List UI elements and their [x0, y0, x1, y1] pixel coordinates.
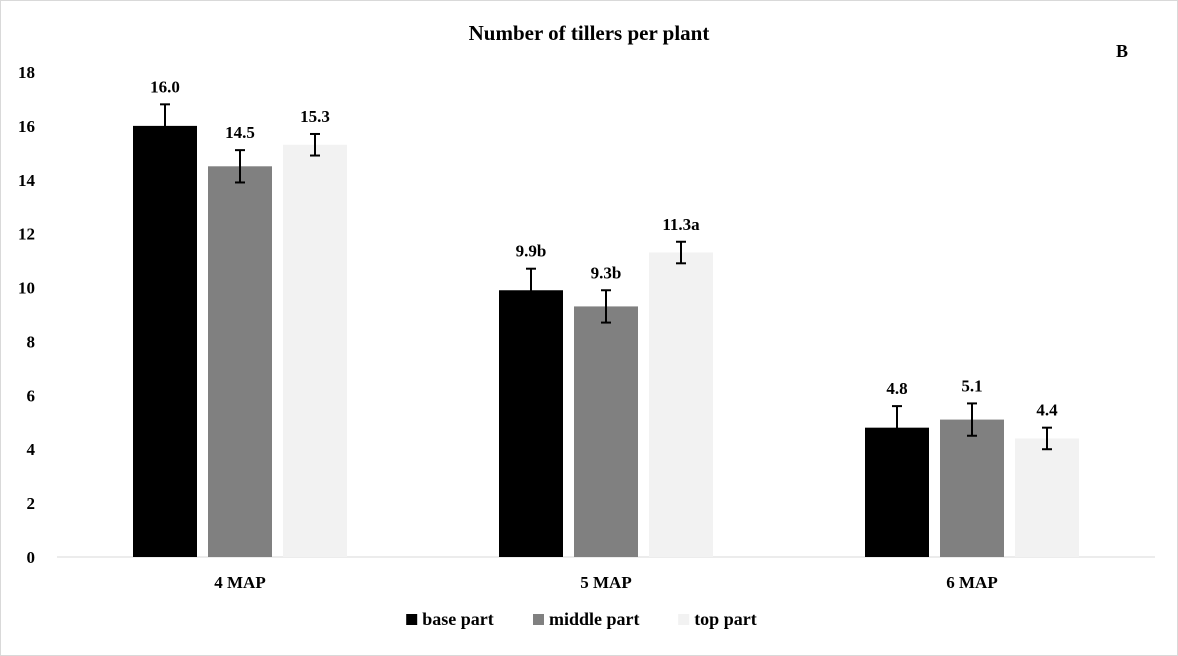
bar — [649, 252, 713, 557]
y-tick-label: 10 — [18, 279, 35, 298]
error-bar — [967, 402, 977, 437]
legend-swatch — [406, 614, 418, 625]
y-tick-label: 4 — [27, 440, 36, 459]
data-label: 4.4 — [1036, 401, 1058, 420]
data-label: 15.3 — [300, 107, 330, 126]
chart-title: Number of tillers per plant — [469, 21, 710, 45]
legend-item: middle part — [533, 609, 640, 629]
y-axis-tick-labels: 0 2 4 6 8 10 12 14 16 18 — [18, 63, 36, 567]
bar — [208, 166, 272, 558]
data-label: 9.3b — [591, 263, 622, 282]
error-bar — [310, 132, 320, 157]
error-bar — [892, 405, 902, 451]
y-tick-label: 0 — [27, 548, 36, 567]
error-bars-group — [160, 103, 1052, 451]
x-category-label: 6 MAP — [946, 573, 997, 592]
x-category-label: 5 MAP — [580, 573, 631, 592]
error-bar — [160, 103, 170, 149]
error-bar — [526, 267, 536, 313]
bar — [574, 306, 638, 557]
y-tick-label: 18 — [18, 63, 35, 82]
bar — [133, 125, 197, 557]
legend-label: base part — [422, 609, 494, 629]
bar — [940, 419, 1004, 557]
bar — [1015, 438, 1079, 557]
legend-swatch — [533, 614, 544, 625]
panel-label: B — [1116, 41, 1128, 61]
y-tick-label: 12 — [18, 225, 35, 244]
data-label: 16.0 — [150, 77, 180, 96]
legend-item: base part — [406, 609, 494, 629]
error-bar — [1042, 426, 1052, 451]
x-category-label: 4 MAP — [214, 573, 265, 592]
legend-item: top part — [678, 609, 757, 629]
legend-label: top part — [694, 609, 757, 629]
bars-group — [133, 125, 1079, 558]
legend-swatch — [678, 614, 690, 625]
data-label: 14.5 — [225, 123, 255, 142]
y-tick-label: 8 — [27, 332, 36, 351]
y-tick-label: 14 — [18, 171, 36, 190]
error-bar — [676, 240, 686, 265]
legend-label: middle part — [549, 609, 640, 629]
y-tick-label: 16 — [18, 117, 35, 136]
data-labels-group: 16.0 14.5 15.3 9.9b 9.3b 11.3a 4.8 5.1 4.4 — [150, 77, 1058, 419]
x-axis-category-labels: 4 MAP 5 MAP 6 MAP — [214, 573, 997, 592]
bar — [499, 290, 563, 557]
data-label: 11.3a — [662, 215, 700, 234]
data-label: 9.9b — [516, 242, 547, 261]
error-bar — [235, 149, 245, 184]
data-label: 4.8 — [886, 379, 907, 398]
legend: base part middle part top part — [406, 609, 757, 629]
data-label: 5.1 — [961, 376, 982, 395]
error-bar — [601, 289, 611, 324]
bar — [283, 144, 347, 557]
y-tick-label: 2 — [27, 494, 36, 513]
y-tick-label: 6 — [27, 386, 36, 405]
